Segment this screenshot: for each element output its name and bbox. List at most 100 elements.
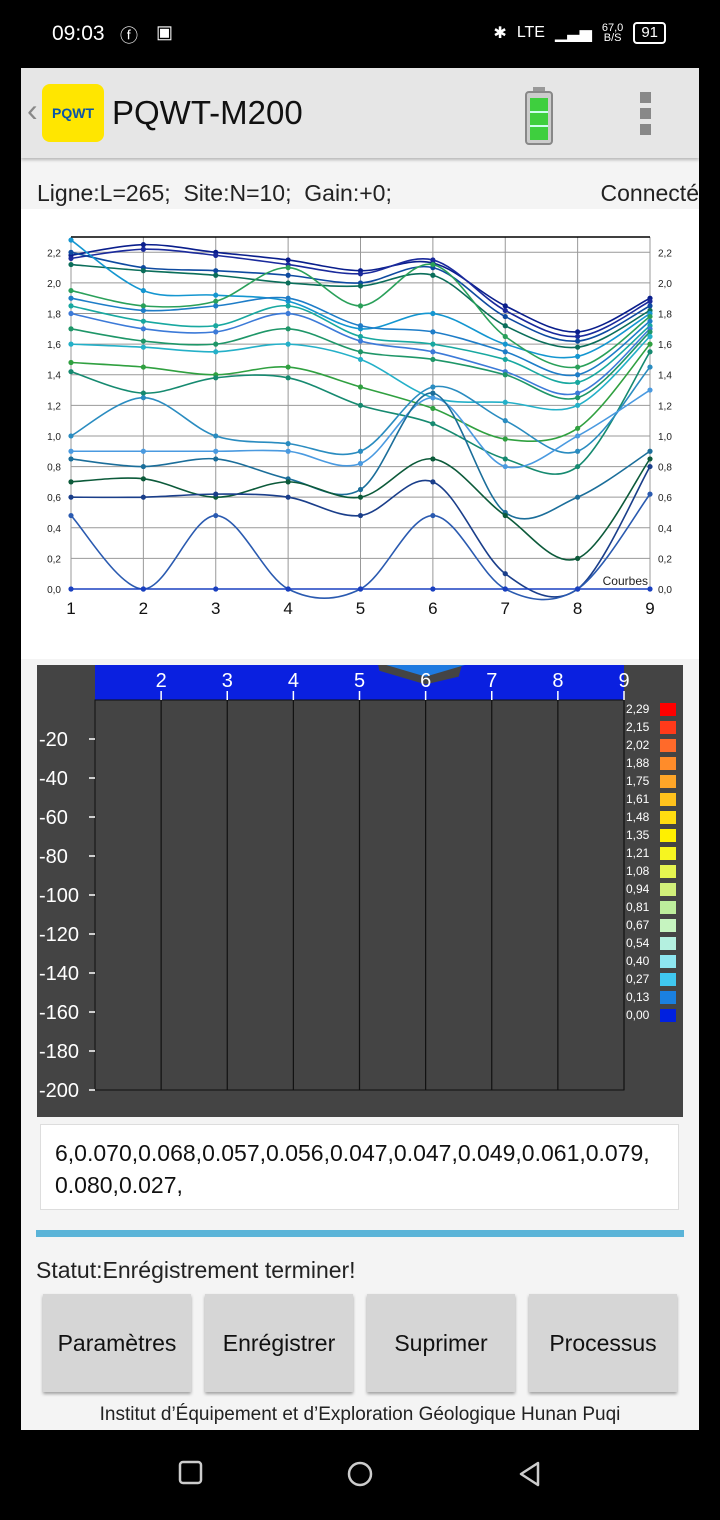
data-point (68, 295, 74, 301)
data-point (213, 341, 219, 347)
y-tick-label-left: 0,2 (47, 554, 61, 565)
data-point (357, 460, 364, 467)
y-tick-label-left: 2,2 (47, 248, 61, 259)
data-point (575, 402, 581, 408)
y-tick-label-left: 1,4 (47, 371, 61, 382)
data-point (213, 586, 219, 592)
data-point (68, 359, 74, 366)
x-tick-label: 2 (156, 670, 167, 692)
legend-value: 1,35 (626, 828, 650, 842)
parameters-button[interactable]: Paramètres (43, 1294, 191, 1392)
data-point (285, 280, 291, 286)
data-point (430, 405, 436, 412)
data-point (647, 298, 653, 304)
legend-swatch (660, 937, 676, 950)
data-point (647, 333, 653, 340)
battery-indicator: 91 (633, 22, 666, 44)
data-point (357, 402, 364, 408)
data-point (285, 265, 291, 271)
data-point (575, 494, 581, 500)
data-point (502, 399, 508, 405)
legend-label: Courbes (603, 574, 648, 588)
data-point (140, 287, 146, 294)
legend-swatch (660, 793, 676, 806)
data-point (647, 349, 653, 355)
y-tick-label-right: 1,6 (658, 340, 672, 351)
y-tick-label-right: 0,4 (658, 524, 672, 535)
legend-swatch (660, 1009, 676, 1022)
app-window: ‹ PQWT PQWT-M200 Ligne:L=265; Site:N=10;… (21, 68, 699, 1430)
curves-chart[interactable]: 0,0 0,0 0,2 0,2 0,4 0,4 0,6 0,6 0,8 0,8 1,0 1,0 1,2 1… (21, 209, 699, 659)
legend-swatch (660, 721, 676, 734)
toolbar: ‹ PQWT PQWT-M200 (21, 68, 699, 158)
site-info: Site:N=10; (183, 180, 292, 206)
data-point (575, 463, 581, 470)
x-tick-label: 5 (356, 599, 365, 618)
y-tick-label-left: 2,0 (47, 279, 61, 290)
x-tick-label: 9 (618, 670, 629, 692)
contour-map[interactable]: 2 3 4 5 6 7 8 9 -20 -40 -60 -80 -100 -120 -140 -160 -180… (37, 309, 683, 1117)
x-tick-label: 9 (645, 599, 654, 618)
data-point (430, 329, 436, 335)
connection-status: Connecté (600, 180, 699, 206)
data-point (502, 372, 508, 378)
data-point (357, 271, 364, 277)
chevron-left-icon[interactable]: ‹ (27, 92, 38, 128)
y-tick-label: -40 (39, 768, 68, 790)
data-point (213, 303, 219, 309)
recents-icon[interactable] (178, 1460, 204, 1486)
back-icon[interactable] (516, 1460, 544, 1488)
data-point (140, 338, 146, 344)
data-point (68, 456, 74, 462)
data-point (575, 555, 581, 561)
logo-text: PQWT (52, 105, 94, 121)
data-point (357, 338, 364, 344)
data-point (285, 375, 291, 381)
data-point (285, 479, 291, 485)
data-point (213, 448, 219, 454)
data-point (357, 283, 364, 289)
data-point (430, 390, 436, 396)
data-point (502, 512, 508, 519)
info-line: Ligne:L=265; Site:N=10; Gain:+0; Connect… (37, 180, 699, 207)
data-point (140, 303, 146, 309)
legend-value: 2,15 (626, 720, 650, 734)
legend-value: 0,81 (626, 900, 650, 914)
network-speed: 67,0 B/S (602, 23, 623, 44)
y-tick-label-right: 2,2 (658, 248, 672, 259)
app-logo[interactable]: PQWT (42, 84, 104, 142)
data-point (285, 326, 291, 332)
data-point (357, 586, 364, 592)
legend-swatch (660, 739, 676, 752)
legend-value: 0,67 (626, 918, 650, 932)
footer-text: Institut d’Équipement et d’Exploration G… (99, 1404, 621, 1425)
legend-value: 0,13 (626, 990, 650, 1004)
data-point (213, 292, 219, 298)
speed-unit: B/S (603, 32, 622, 44)
data-point (68, 448, 74, 454)
legend-value: 0,94 (626, 882, 650, 896)
data-point (502, 436, 508, 442)
legend-value: 2,02 (626, 738, 650, 752)
y-tick-label-left: 1,6 (47, 340, 61, 351)
home-icon[interactable] (346, 1460, 374, 1488)
data-readout: 6,0.070,0.068,0.057,0.056,0.047,0.047,0.… (40, 1124, 679, 1210)
series-line-c10 (70, 328, 651, 400)
data-point (647, 448, 653, 454)
data-point (68, 310, 74, 317)
delete-button[interactable]: Suprimer (367, 1294, 515, 1392)
data-point (647, 456, 653, 462)
legend-value: 1,48 (626, 810, 650, 824)
data-point (357, 356, 364, 363)
process-button[interactable]: Processus (529, 1294, 677, 1392)
data-point (647, 364, 653, 370)
data-point (285, 272, 291, 278)
more-vert-icon[interactable] (636, 92, 656, 140)
battery-icon (525, 87, 553, 145)
data-point (213, 298, 219, 304)
y-tick-label-right: 1,8 (658, 310, 672, 321)
x-tick-label: 1 (66, 599, 75, 618)
save-button[interactable]: Enrégistrer (205, 1294, 353, 1392)
data-point (140, 318, 146, 324)
data-point (68, 586, 74, 592)
